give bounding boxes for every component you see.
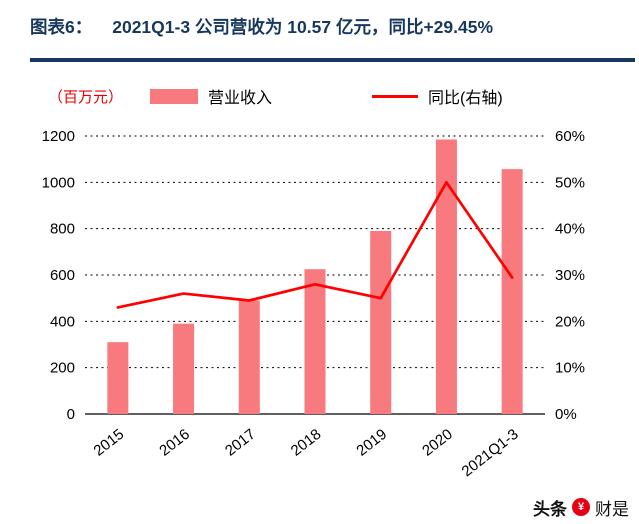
svg-text:800: 800 — [50, 221, 75, 238]
svg-text:600: 600 — [50, 267, 75, 284]
svg-text:2018: 2018 — [288, 426, 325, 460]
chart-title: 图表6： 2021Q1-3 公司营收为 10.57 亿元，同比+29.45% — [30, 14, 631, 39]
line-legend-label: 同比(右轴) — [428, 90, 503, 107]
svg-text:2019: 2019 — [353, 426, 390, 460]
watermark-caishi-label: 财是 — [595, 499, 629, 519]
watermark-toutiao-label: 头条 — [533, 499, 567, 519]
revenue-yoy-combo-chart: 0 0% 200 10% 400 20% 600 30% 800 40% 1000 50% 1200 60… — [42, 128, 585, 480]
legend-item-yoy: 同比(右轴) — [372, 84, 503, 108]
svg-text:1200: 1200 — [42, 128, 75, 145]
legend-item-revenue: 营业收入 — [150, 84, 272, 108]
svg-text:60%: 60% — [555, 128, 585, 145]
svg-text:400: 400 — [50, 313, 75, 330]
figure-number-label: 图表6： — [30, 17, 93, 37]
svg-text:2020: 2020 — [419, 426, 456, 460]
watermark: 头条 ¥ 财是 — [533, 496, 629, 519]
svg-text:2016: 2016 — [156, 426, 193, 460]
line-legend-swatch — [372, 94, 418, 98]
svg-text:2015: 2015 — [91, 426, 128, 460]
svg-text:50%: 50% — [555, 174, 585, 191]
bar-legend-label: 营业收入 — [208, 90, 273, 107]
figure-title-text: 2021Q1-3 公司营收为 10.57 亿元，同比+29.45% — [112, 17, 494, 37]
axis-unit-label: （百万元） — [48, 89, 124, 106]
svg-text:2021Q1-3: 2021Q1-3 — [459, 426, 522, 480]
svg-text:40%: 40% — [555, 221, 585, 238]
title-underline — [30, 58, 635, 62]
bar-legend-swatch — [150, 88, 198, 104]
svg-text:200: 200 — [50, 360, 75, 377]
svg-text:0%: 0% — [555, 406, 577, 423]
chart-legend: （百万元） 营业收入 同比(右轴) — [0, 84, 639, 108]
svg-text:2017: 2017 — [222, 426, 259, 460]
svg-text:30%: 30% — [555, 267, 585, 284]
svg-text:10%: 10% — [555, 360, 585, 377]
svg-text:1000: 1000 — [42, 174, 75, 191]
svg-text:0: 0 — [67, 406, 75, 423]
caishi-logo-icon: ¥ — [572, 498, 590, 516]
svg-text:20%: 20% — [555, 313, 585, 330]
